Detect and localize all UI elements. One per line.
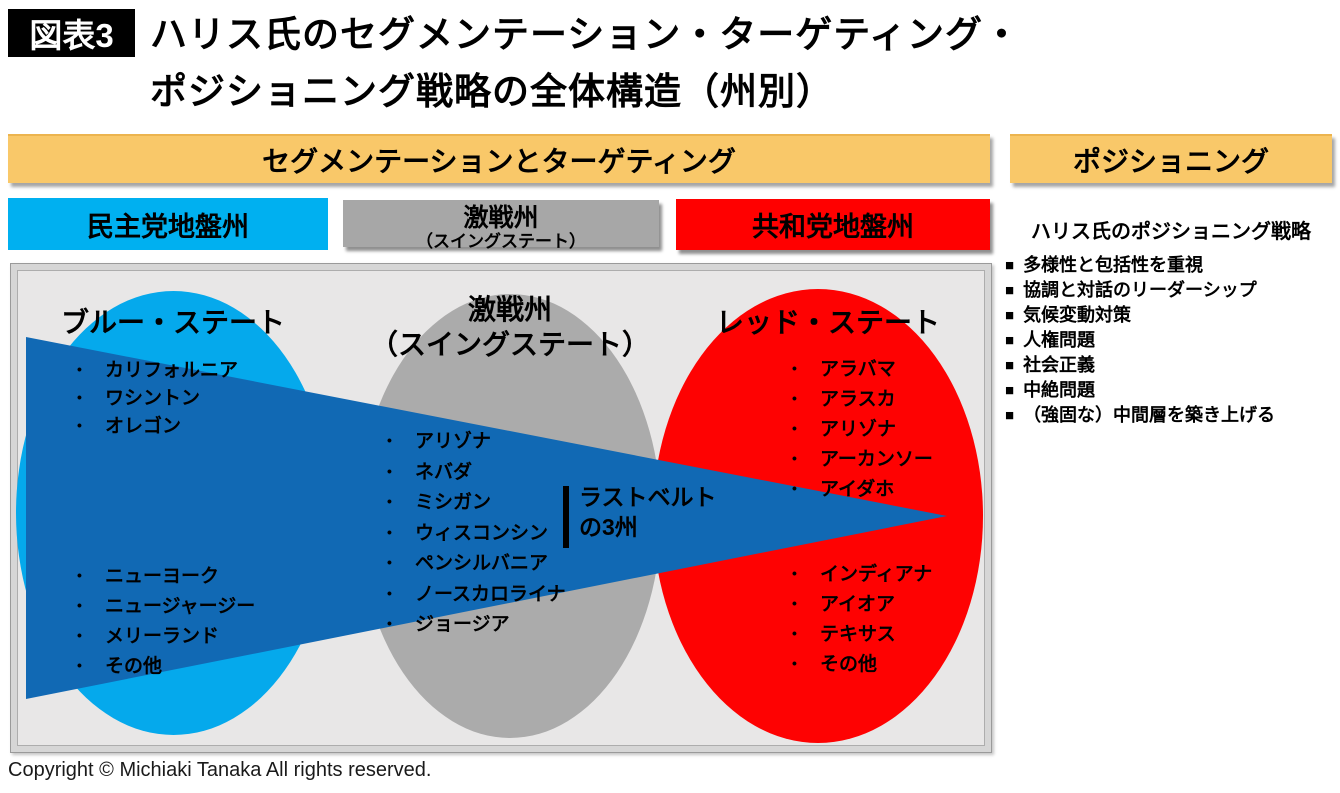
positioning-subtitle: ハリス氏のポジショニング戦略	[1031, 221, 1311, 243]
list-item: アリゾナ	[384, 426, 566, 457]
list-item: アラスカ	[789, 384, 933, 414]
figure-label: 図表3	[8, 9, 135, 57]
list-item: 社会正義	[1005, 353, 1340, 378]
list-item: テキサス	[789, 619, 932, 649]
list-item: メリーランド	[74, 621, 255, 651]
list-item: アラバマ	[789, 354, 933, 384]
list-item: ウィスコンシン	[384, 518, 566, 549]
list-item: その他	[789, 649, 932, 679]
header-republican-states: 共和党地盤州	[676, 199, 990, 250]
rust-belt-bracket	[563, 486, 569, 548]
header-swing-states: 激戦州 （スイングステート）	[343, 200, 659, 251]
swing-state-list: アリゾナ ネバダ ミシガン ウィスコンシン ペンシルバニア ノースカロライナ ジ…	[384, 426, 566, 640]
list-item: ワシントン	[74, 384, 238, 412]
diagram-frame: ブルー・ステート カリフォルニア ワシントン オレゴン ニューヨーク ニュージャ…	[10, 263, 992, 753]
list-item: ニュージャージー	[74, 591, 255, 621]
list-item: オレゴン	[74, 412, 238, 440]
header-swing-line-2: （スイングステート）	[416, 232, 586, 251]
list-item: アーカンソー	[789, 444, 933, 474]
header-swing-line-1: 激戦州	[463, 204, 539, 232]
header-democrat-states: 民主党地盤州	[8, 198, 328, 250]
list-item: アリゾナ	[789, 414, 933, 444]
list-item: その他	[74, 651, 255, 681]
list-item: ノースカロライナ	[384, 579, 566, 610]
rust-belt-line-2: の3州	[579, 514, 638, 540]
blue-state-title: ブルー・ステート	[61, 307, 286, 338]
list-item: アイオア	[789, 589, 932, 619]
blue-state-bottom-list: ニューヨーク ニュージャージー メリーランド その他	[74, 561, 255, 681]
list-item: ペンシルバニア	[384, 548, 566, 579]
title-line-2: ポジショニング戦略の全体構造（州別）	[150, 71, 834, 112]
copyright: Copyright © Michiaki Tanaka All rights r…	[8, 759, 432, 781]
swing-state-title: 激戦州 （スイングステート）	[360, 292, 660, 362]
list-item: ミシガン	[384, 487, 566, 518]
banner-segmentation-targeting: セグメンテーションとターゲティング	[8, 134, 990, 183]
rust-belt-annotation: ラストベルト の3州	[579, 482, 717, 542]
list-item: カリフォルニア	[74, 356, 238, 384]
list-item: インディアナ	[789, 559, 932, 589]
list-item: ニューヨーク	[74, 561, 255, 591]
list-item: 協調と対話のリーダーシップ	[1005, 278, 1340, 303]
list-item: ネバダ	[384, 457, 566, 488]
banner-positioning: ポジショニング	[1010, 134, 1332, 183]
title-line-1: ハリス氏のセグメンテーション・ターゲティング・	[150, 14, 1022, 55]
list-item: 中絶問題	[1005, 378, 1340, 403]
positioning-list: 多様性と包括性を重視 協調と対話のリーダーシップ 気候変動対策 人権問題 社会正…	[1005, 253, 1340, 428]
swing-title-line-1: 激戦州	[467, 294, 552, 325]
rust-belt-line-1: ラストベルト	[579, 484, 717, 510]
swing-title-line-2: （スイングステート）	[369, 329, 650, 360]
blue-state-top-list: カリフォルニア ワシントン オレゴン	[74, 356, 238, 440]
list-item: 気候変動対策	[1005, 303, 1340, 328]
list-item: 人権問題	[1005, 328, 1340, 353]
red-state-bottom-list: インディアナ アイオア テキサス その他	[789, 559, 932, 679]
red-state-top-list: アラバマ アラスカ アリゾナ アーカンソー アイダホ	[789, 354, 933, 504]
list-item: ジョージア	[384, 609, 566, 640]
list-item: アイダホ	[789, 474, 933, 504]
page-title: ハリス氏のセグメンテーション・ターゲティング・ ポジショニング戦略の全体構造（州…	[150, 6, 1021, 120]
list-item: （強固な）中間層を築き上げる	[1005, 403, 1340, 428]
red-state-title: レッド・ステート	[716, 307, 941, 338]
list-item: 多様性と包括性を重視	[1005, 253, 1340, 278]
